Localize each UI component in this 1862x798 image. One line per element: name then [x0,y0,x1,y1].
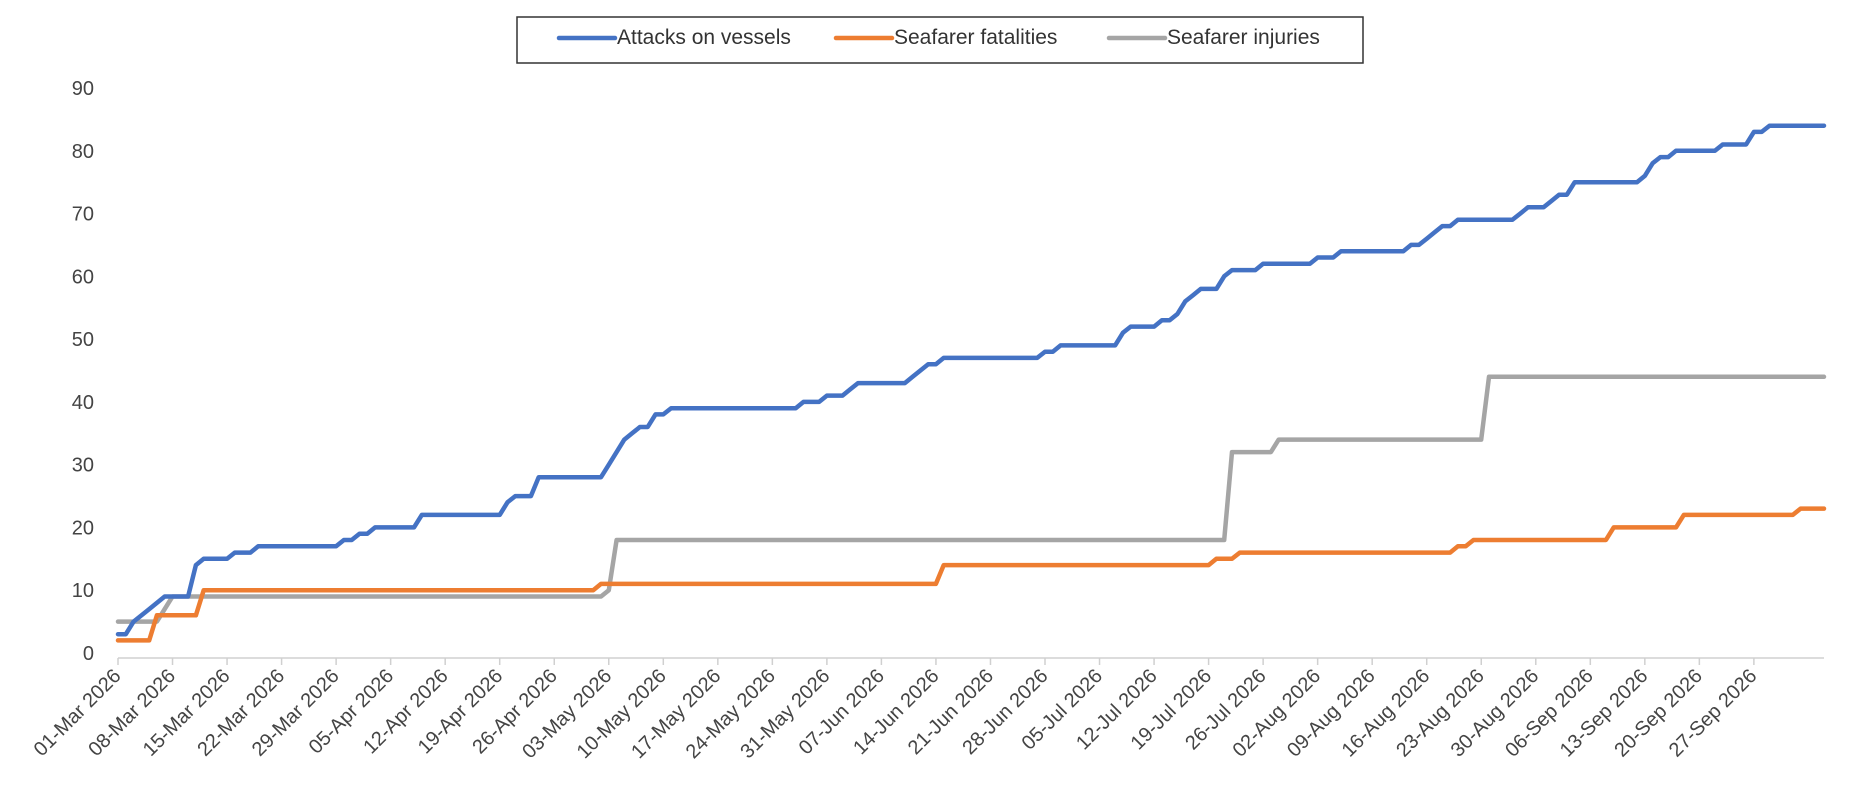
legend-label-seafarer-injuries: Seafarer injuries [1167,26,1320,49]
y-tick-label: 0 [83,643,94,665]
y-axis: 0 10 20 30 40 50 60 70 80 90 [72,78,94,665]
legend: Attacks on vessels Seafarer fatalities Sea… [516,16,1364,64]
legend-label-seafarer-fatalities: Seafarer fatalities [894,26,1057,49]
series-line-attacks-on-vessels [115,123,1827,637]
y-tick-label: 20 [72,517,94,539]
y-tick-label: 70 [72,204,94,226]
y-tick-label: 10 [72,580,94,602]
series-line-seafarer-injuries [115,374,1827,624]
y-tick-label: 50 [72,329,94,351]
y-tick-label: 40 [72,392,94,414]
y-tick-label: 90 [72,78,94,100]
y-tick-label: 60 [72,266,94,288]
series-layer [115,123,1827,643]
series-line-seafarer-fatalities [115,506,1827,643]
y-tick-label: 80 [72,141,94,163]
legend-box [516,16,1364,64]
legend-label-attacks-on-vessels: Attacks on vessels [617,26,791,49]
y-tick-label: 30 [72,455,94,477]
